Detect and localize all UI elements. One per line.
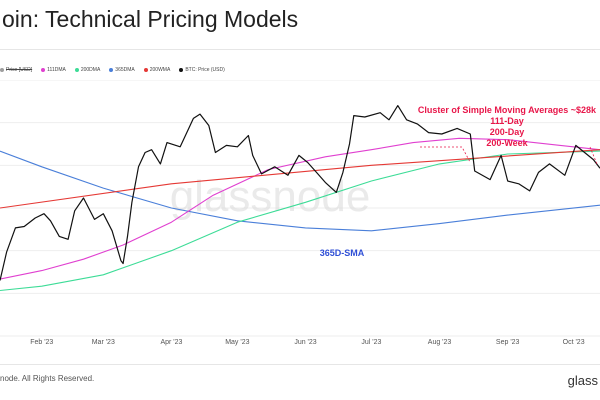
series-200wma: [0, 149, 600, 209]
x-tick-label: May '23: [225, 339, 249, 346]
annotation-label: Cluster of Simple Moving Averages ~$28k: [418, 105, 597, 115]
legend-swatch: [179, 68, 184, 72]
annotation-layer: Cluster of Simple Moving Averages ~$28k1…: [320, 105, 598, 258]
legend-label: 200WMA: [149, 67, 171, 73]
legend-swatch: [143, 68, 148, 72]
legend-label: 200DMA: [80, 67, 101, 73]
series-btc-price-usd: [0, 105, 600, 281]
x-tick-label: Sep '23: [496, 339, 520, 346]
legend-item[interactable]: 200WMA: [143, 64, 171, 76]
annotation-label: 200-Week: [486, 138, 528, 148]
chart-plot: glassnode Cluster of Simple Moving Avera…: [0, 80, 600, 346]
x-tick-label: Jul '23: [361, 339, 381, 346]
annotation-label: 111-Day: [490, 116, 524, 126]
x-tick-label: Oct '23: [563, 339, 585, 346]
legend-item[interactable]: 365DMA: [109, 64, 135, 76]
grid-lines: [0, 80, 600, 337]
annotation-label: 365D-SMA: [320, 248, 365, 258]
legend-swatch: [74, 68, 79, 72]
series-111dma: [0, 137, 600, 280]
copyright-text: node. All Rights Reserved.: [0, 374, 95, 383]
legend-label: 365DMA: [115, 67, 135, 73]
legend-item[interactable]: 200DMA: [74, 64, 101, 76]
series-layer: [0, 105, 600, 292]
legend-label: BTC: Price (USD): [185, 67, 225, 73]
x-tick-label: Mar '23: [92, 339, 115, 346]
footer-divider: [0, 364, 600, 365]
chart-legend: Price [USD] 111DMA 200DMA 365DMA 200WMA BTC: …: [0, 64, 225, 76]
series-365dma: [0, 150, 600, 232]
brand-logo: glass: [567, 373, 598, 388]
legend-swatch: [41, 68, 46, 72]
x-tick-label: Aug '23: [428, 339, 452, 346]
callout-line: [420, 146, 471, 163]
x-tick-label: Feb '23: [30, 339, 53, 346]
legend-item[interactable]: Price [USD]: [0, 64, 32, 76]
header-divider: [0, 49, 600, 50]
legend-item[interactable]: BTC: Price (USD): [179, 64, 225, 76]
legend-item[interactable]: 111DMA: [41, 64, 66, 76]
legend-swatch: [0, 68, 4, 72]
legend-label: Price [USD]: [6, 67, 33, 73]
legend-swatch: [109, 68, 114, 72]
x-axis-ticks: Feb '23 Mar '23 Apr '23 May '23 Jun '23 Jul '…: [30, 339, 585, 346]
x-tick-label: Apr '23: [160, 339, 182, 346]
legend-label: 111DMA: [47, 67, 66, 73]
annotation-label: 200-Day: [490, 127, 525, 137]
callout-line: [589, 146, 598, 165]
chart-title: oin: Technical Pricing Models: [2, 6, 299, 32]
x-tick-label: Jun '23: [294, 339, 316, 346]
